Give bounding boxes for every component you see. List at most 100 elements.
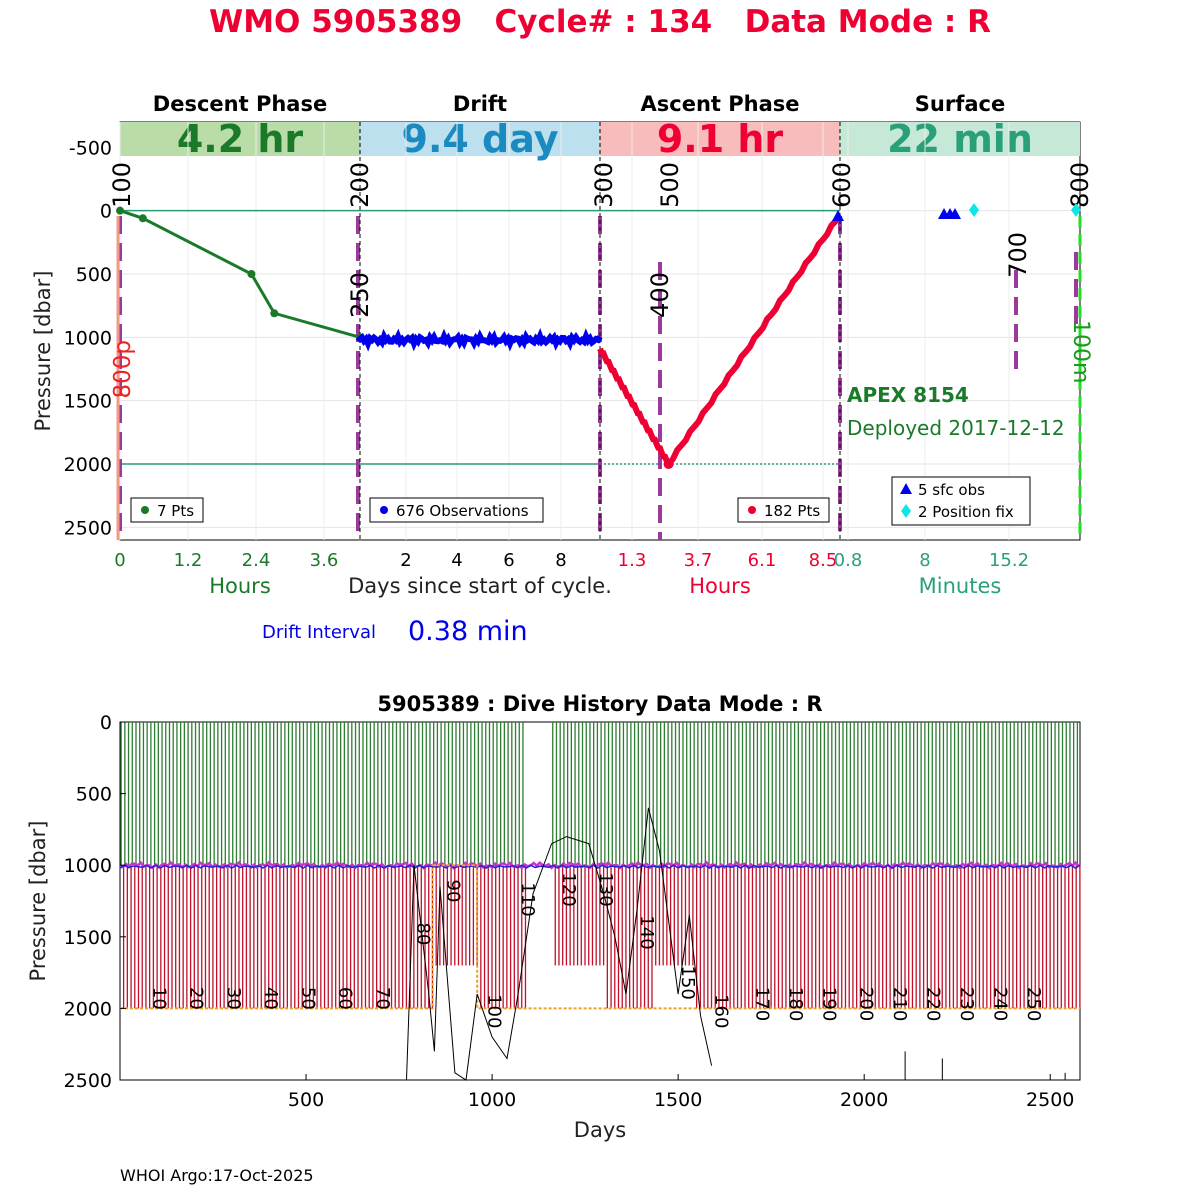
drift-series-line [355,327,603,352]
descent-point [116,206,124,215]
profile-target-line [120,864,1080,1010]
x-tick-label: 500 [288,1089,324,1111]
x-tick-label: 1.3 [618,550,647,571]
phase-duration: 9.4 day [402,117,559,161]
cycle-number-label: 130 [595,872,616,906]
legend-label: 5 sfc obs [918,481,985,499]
marker-label: 200 [346,162,374,208]
y-tick-label: 1000 [64,327,112,349]
phase-duration: 4.2 hr [177,117,304,161]
x-tick-label: 4 [451,550,462,571]
phase-band [360,122,600,156]
phase-band [120,122,360,156]
side-label-right: 100m [1068,320,1093,383]
cycle-number-label: 190 [818,987,839,1021]
x-tick-label: 6 [503,550,514,571]
descent-point [138,214,147,223]
legend-label: 676 Observations [396,502,529,520]
dive-history-chart: 5905389 : Dive History Data Mode : R 10 20… [26,692,1081,1142]
drift-pressure-line [119,864,1081,869]
cycle-number-label: 140 [636,915,657,949]
surface-legend: 5 sfc obs 2 Position fix [891,476,1031,526]
x-tick-label: 2.4 [242,550,271,571]
cycle-number-label: 150 [677,965,698,999]
y-tick-label: 2000 [64,998,112,1020]
cycle-number-label: 30 [223,987,244,1010]
phase-axis-label: Minutes [919,574,1002,598]
phase-band [840,122,1080,156]
x-axis-label: Days [574,1118,626,1142]
cycle-number-label: 230 [956,987,977,1021]
y-tick-label: 500 [76,784,112,806]
marker-label: 100 [108,162,136,208]
phase-heading: Ascent Phase [641,92,800,116]
phase-heading: Drift [453,92,507,116]
y-tick-label: 500 [76,264,112,286]
cycle-number-label: 80 [413,922,434,945]
side-label-left: 800p [110,340,136,399]
legend-marker [141,506,149,514]
x-tick-label: 2500 [1026,1089,1074,1111]
y-tick-label: 1500 [64,927,112,949]
cycle-number-label: 40 [260,987,281,1010]
y-axis-label: Pressure [dbar] [31,271,55,432]
cycle-number-label: 60 [335,987,356,1010]
legend-box [891,476,1031,526]
cycle-number-label: 250 [1023,987,1044,1021]
cycle-number-label: 240 [989,987,1010,1021]
phase-heading: Surface [915,92,1005,116]
marker-label: 600 [828,162,856,208]
ascent-legend: 182 Pts [737,497,830,523]
legend-label: 7 Pts [157,502,194,520]
cycle-number-label: 70 [372,987,393,1010]
ascent-bottom-point [663,459,674,469]
cycle-number-label: 170 [751,987,772,1021]
x-tick-label: 2 [400,550,411,571]
cycle-number-label: 220 [922,987,943,1021]
cycle-number-label: 10 [148,987,169,1010]
x-axis-label: Days since start of cycle. [348,574,612,598]
surface-obs-marker [832,210,844,221]
drift-interval-value: 0.38 min [408,616,528,647]
descent-point [270,309,279,318]
x-tick-label: 15.2 [989,550,1029,571]
y-tick-label: 2000 [64,454,112,476]
deployment-date: Deployed 2017-12-12 [847,416,1065,440]
legend-label: 2 Position fix [918,503,1014,521]
x-tick-label: 8 [919,550,930,571]
x-tick-label: 6.1 [748,550,777,571]
y-tick-label: 1500 [64,391,112,413]
cycle-number-label: 20 [186,987,207,1010]
x-tick-label: 3.7 [684,550,713,571]
cycle-number-label: 210 [889,987,910,1021]
position-fix-marker [969,203,979,217]
float-model: APEX 8154 [847,383,969,407]
x-tick-label: 8.5 [809,550,838,571]
cycle-number-label: 90 [442,880,463,903]
phase-band [600,122,840,156]
x-tick-label: 8 [555,550,566,571]
x-tick-label: 3.6 [310,550,339,571]
legend-box [369,497,544,523]
y-tick-label: 2500 [64,517,112,539]
footer-note: WHOI Argo:17-Oct-2025 [120,1166,314,1185]
phase-axis-label: Hours [209,574,271,598]
marker-label: 700 [1004,232,1032,278]
y-tick-label: 0 [100,712,112,734]
measured-trace-line [406,807,713,1081]
legend-label: 182 Pts [764,502,820,520]
y-tick-label: 0 [100,201,112,223]
legend-marker [380,506,388,514]
position-fix-marker [1071,203,1081,217]
descent-point [247,270,256,278]
legend-marker [748,506,756,514]
x-tick-label: 0.8 [834,550,863,571]
cycle-number-label: 120 [558,872,579,906]
cycle-number-label: 200 [855,987,876,1021]
marker-label: 800 [1066,162,1094,208]
x-tick-label: 1500 [654,1089,702,1111]
phase-heading: Descent Phase [153,92,327,116]
legend-marker [900,483,912,494]
y-tick-label: 2500 [64,1070,112,1092]
